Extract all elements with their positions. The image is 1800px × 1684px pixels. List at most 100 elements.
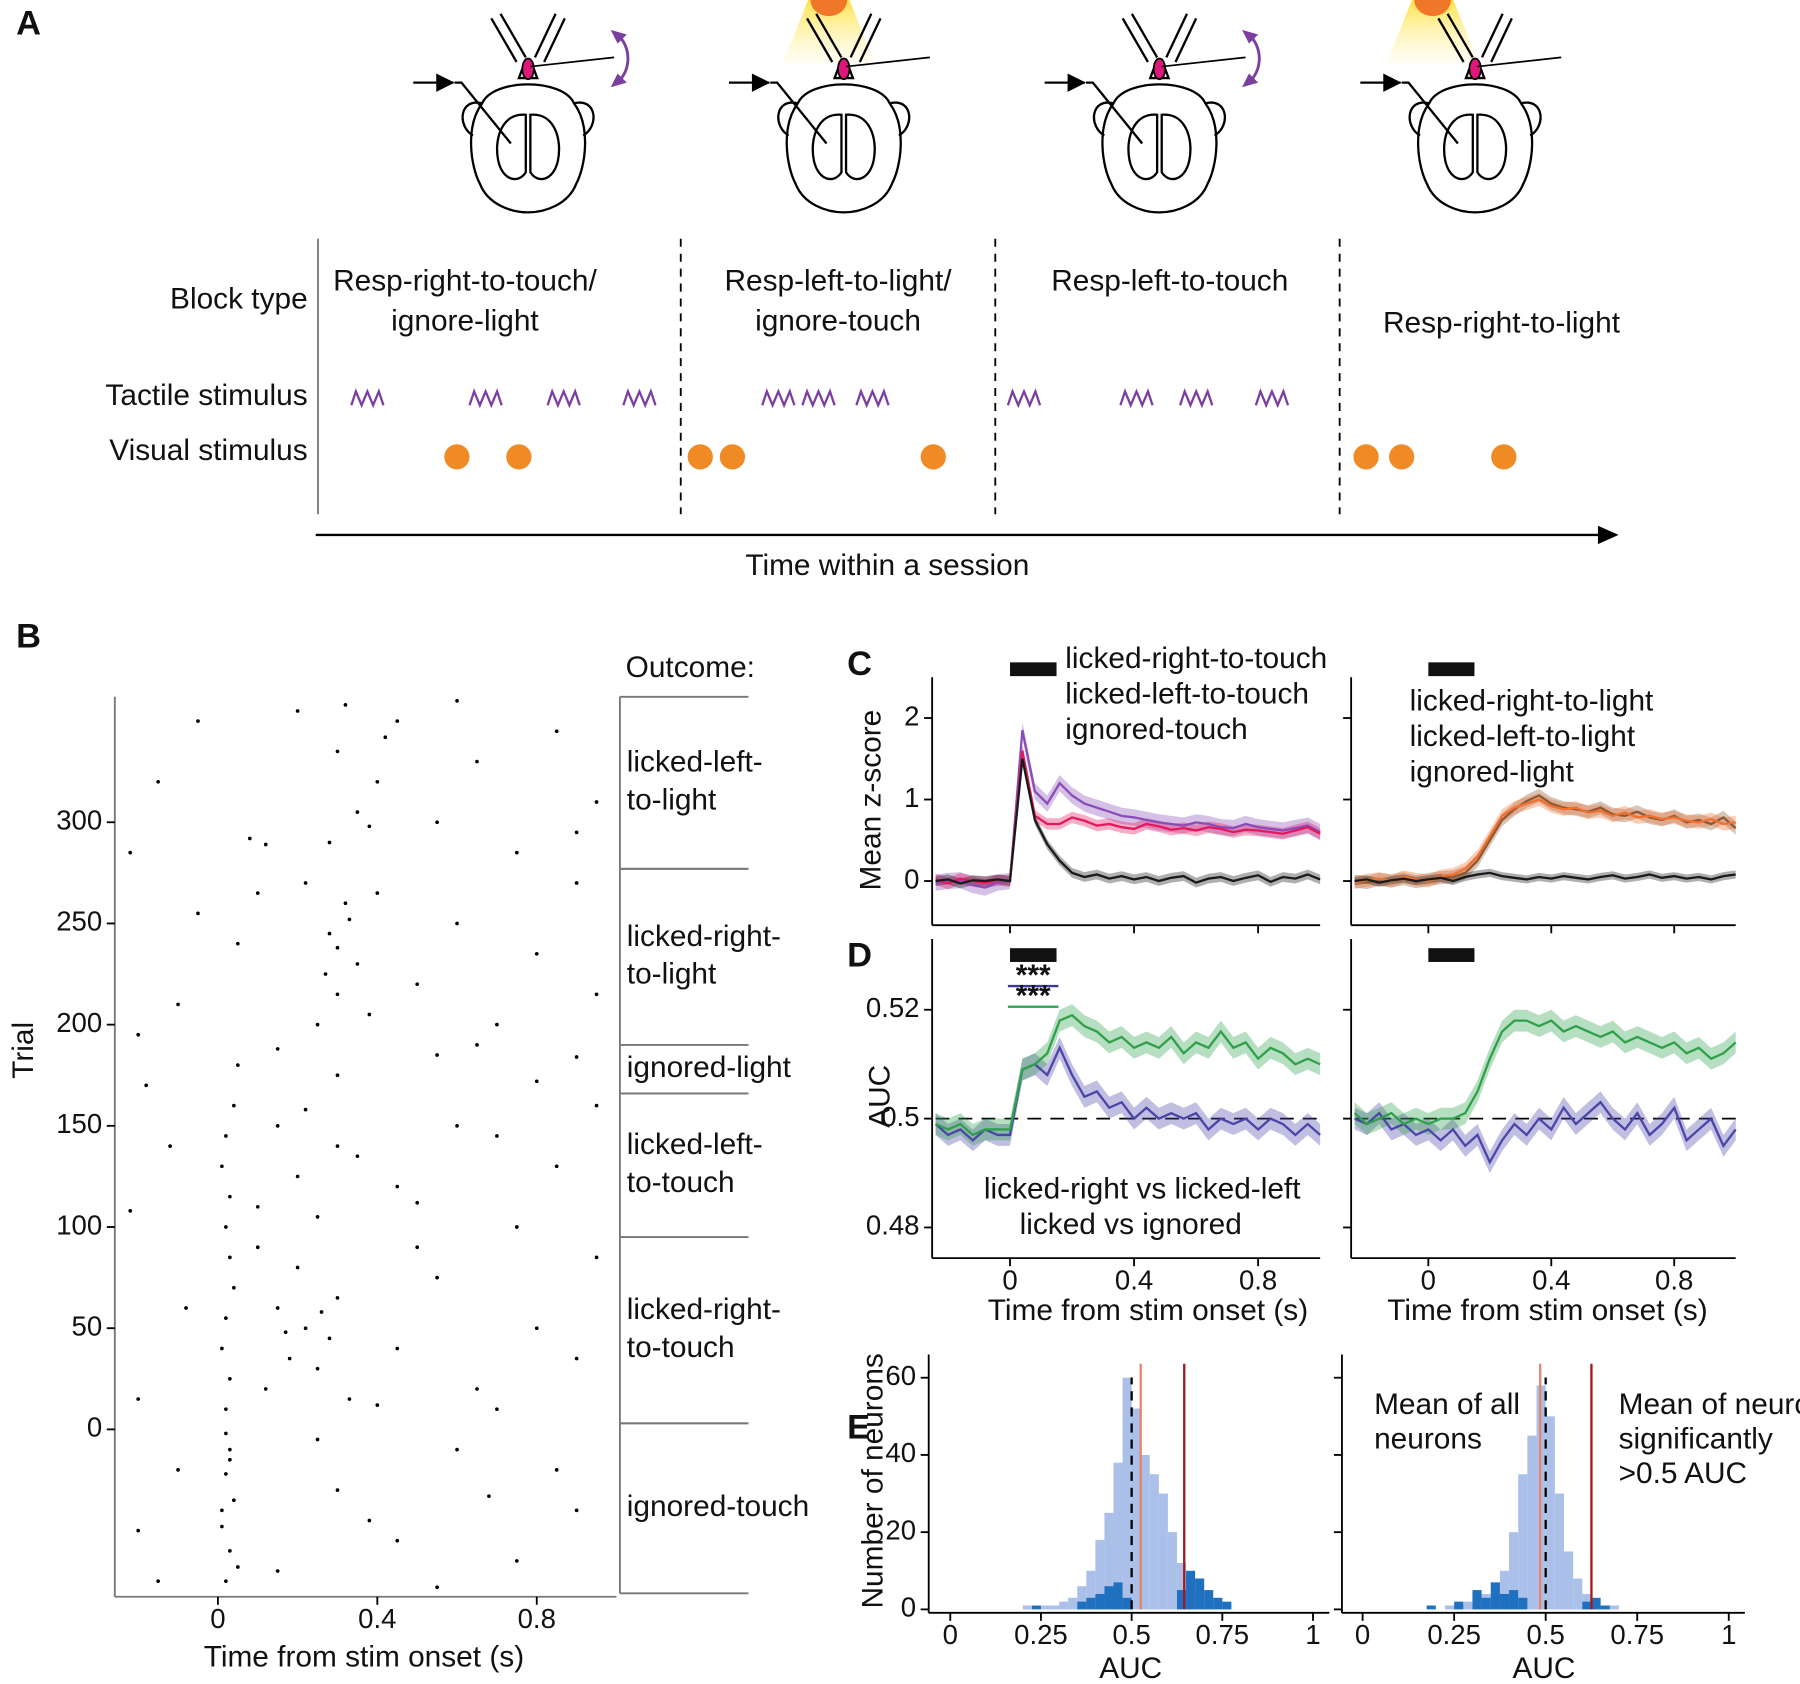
spike [367,824,372,829]
mean-annotation: Mean of neurons with [1619,1388,1800,1421]
histogram-bar [1481,1597,1491,1610]
spike [375,779,380,784]
histogram-bar [1149,1474,1159,1610]
spike [343,703,348,707]
group-label: licked-right- [627,920,781,953]
spike [232,1498,236,1503]
histogram-bar [1022,1605,1032,1610]
histogram-bar [1113,1462,1123,1610]
spike [335,749,340,754]
spike [255,1204,260,1209]
row-label: Tactile stimulus [105,379,307,412]
y-tick-label: 0.48 [866,1210,920,1241]
spike [487,1494,491,1499]
series-line [935,729,1321,889]
histogram-bar [1104,1586,1114,1610]
y-axis-label: Trial [7,1022,40,1079]
spike [495,1022,499,1027]
histogram-bar [1104,1512,1114,1610]
spike [335,1296,340,1300]
spike [475,1043,479,1047]
x-axis-label: AUC [1099,1652,1162,1684]
spike [224,1225,228,1229]
group-label: ignored-touch [627,1490,809,1523]
histogram-bar [1122,1597,1132,1610]
block-dividers [315,238,1619,545]
spike [355,962,360,966]
spike [136,1528,141,1533]
spike [295,1265,300,1270]
spike [435,1275,439,1280]
spike [455,1447,459,1452]
spike [534,1079,539,1084]
series-line [1354,871,1736,884]
histogram-bar [1509,1590,1519,1610]
histogram-bar [1545,1416,1555,1610]
spike [534,951,539,956]
spike [574,1508,579,1513]
spike [224,1472,228,1476]
x-tick-label: 0 [1002,1265,1017,1296]
spike [295,1174,300,1179]
y-tick-label: 2 [904,700,919,731]
histogram-bar [1609,1605,1619,1610]
spike [327,1336,332,1341]
y-tick-label: 50 [72,1310,103,1341]
histogram-bar [1518,1597,1528,1610]
x-tick-label: 0.8 [1655,1265,1693,1296]
spike [228,1548,232,1553]
histogram-bar [1059,1601,1069,1610]
spike [184,1306,188,1310]
histogram-bar [1600,1605,1610,1610]
y-tick-label: 300 [56,805,102,836]
x-tick-label: 1 [1721,1619,1736,1650]
x-tick-label: 0 [943,1619,958,1650]
spike [574,881,579,885]
y-tick-label: 150 [56,1108,102,1139]
spike [128,1208,133,1213]
stim-bar [1010,948,1057,962]
x-axis-label: Time from stim onset (s) [204,1641,524,1674]
spike [335,1144,340,1148]
spike [455,698,459,703]
panel-label: B [16,617,41,655]
y-tick-label: 250 [56,906,102,937]
stim-bar [1010,662,1057,677]
spike [495,1134,499,1138]
y-tick-label: 100 [56,1209,102,1240]
spike [224,1407,228,1411]
x-tick-label: 0.25 [1014,1619,1068,1650]
spike [176,1468,180,1472]
histogram-bar [1186,1570,1196,1610]
mouse-icons [412,0,1563,214]
block-type: Resp-right-to-light [1383,307,1621,340]
spike [263,842,268,847]
histogram-bar [1527,1435,1537,1610]
group-label: to-touch [627,1166,735,1199]
spike [514,1225,519,1229]
spike [232,1285,236,1290]
stim-bar [1428,662,1475,677]
spike [263,1387,268,1391]
spike [228,1255,232,1260]
legend-entry: licked-left-to-touch [1065,678,1309,711]
y-tick-label: 0.5 [881,1101,919,1132]
mean-annotation: Mean of all [1374,1388,1520,1421]
spike [315,1366,320,1371]
y-tick-label: 0 [87,1412,102,1443]
x-tick-label: 0.25 [1427,1619,1481,1650]
spike [196,911,200,916]
histogram-bar [1086,1597,1096,1610]
spike [287,1356,292,1361]
x-tick-label: 0 [1355,1619,1370,1650]
panel-label: A [16,4,41,42]
mean-annotation: neurons [1374,1423,1482,1456]
series-line [935,1013,1321,1137]
x-tick-label: 0.4 [1115,1265,1153,1296]
spike [383,735,388,740]
spike [220,1346,224,1351]
group-label: ignored-light [627,1051,792,1084]
legend-entry: licked-right-to-light [1410,684,1654,717]
spike [128,850,133,855]
spike [327,931,332,936]
